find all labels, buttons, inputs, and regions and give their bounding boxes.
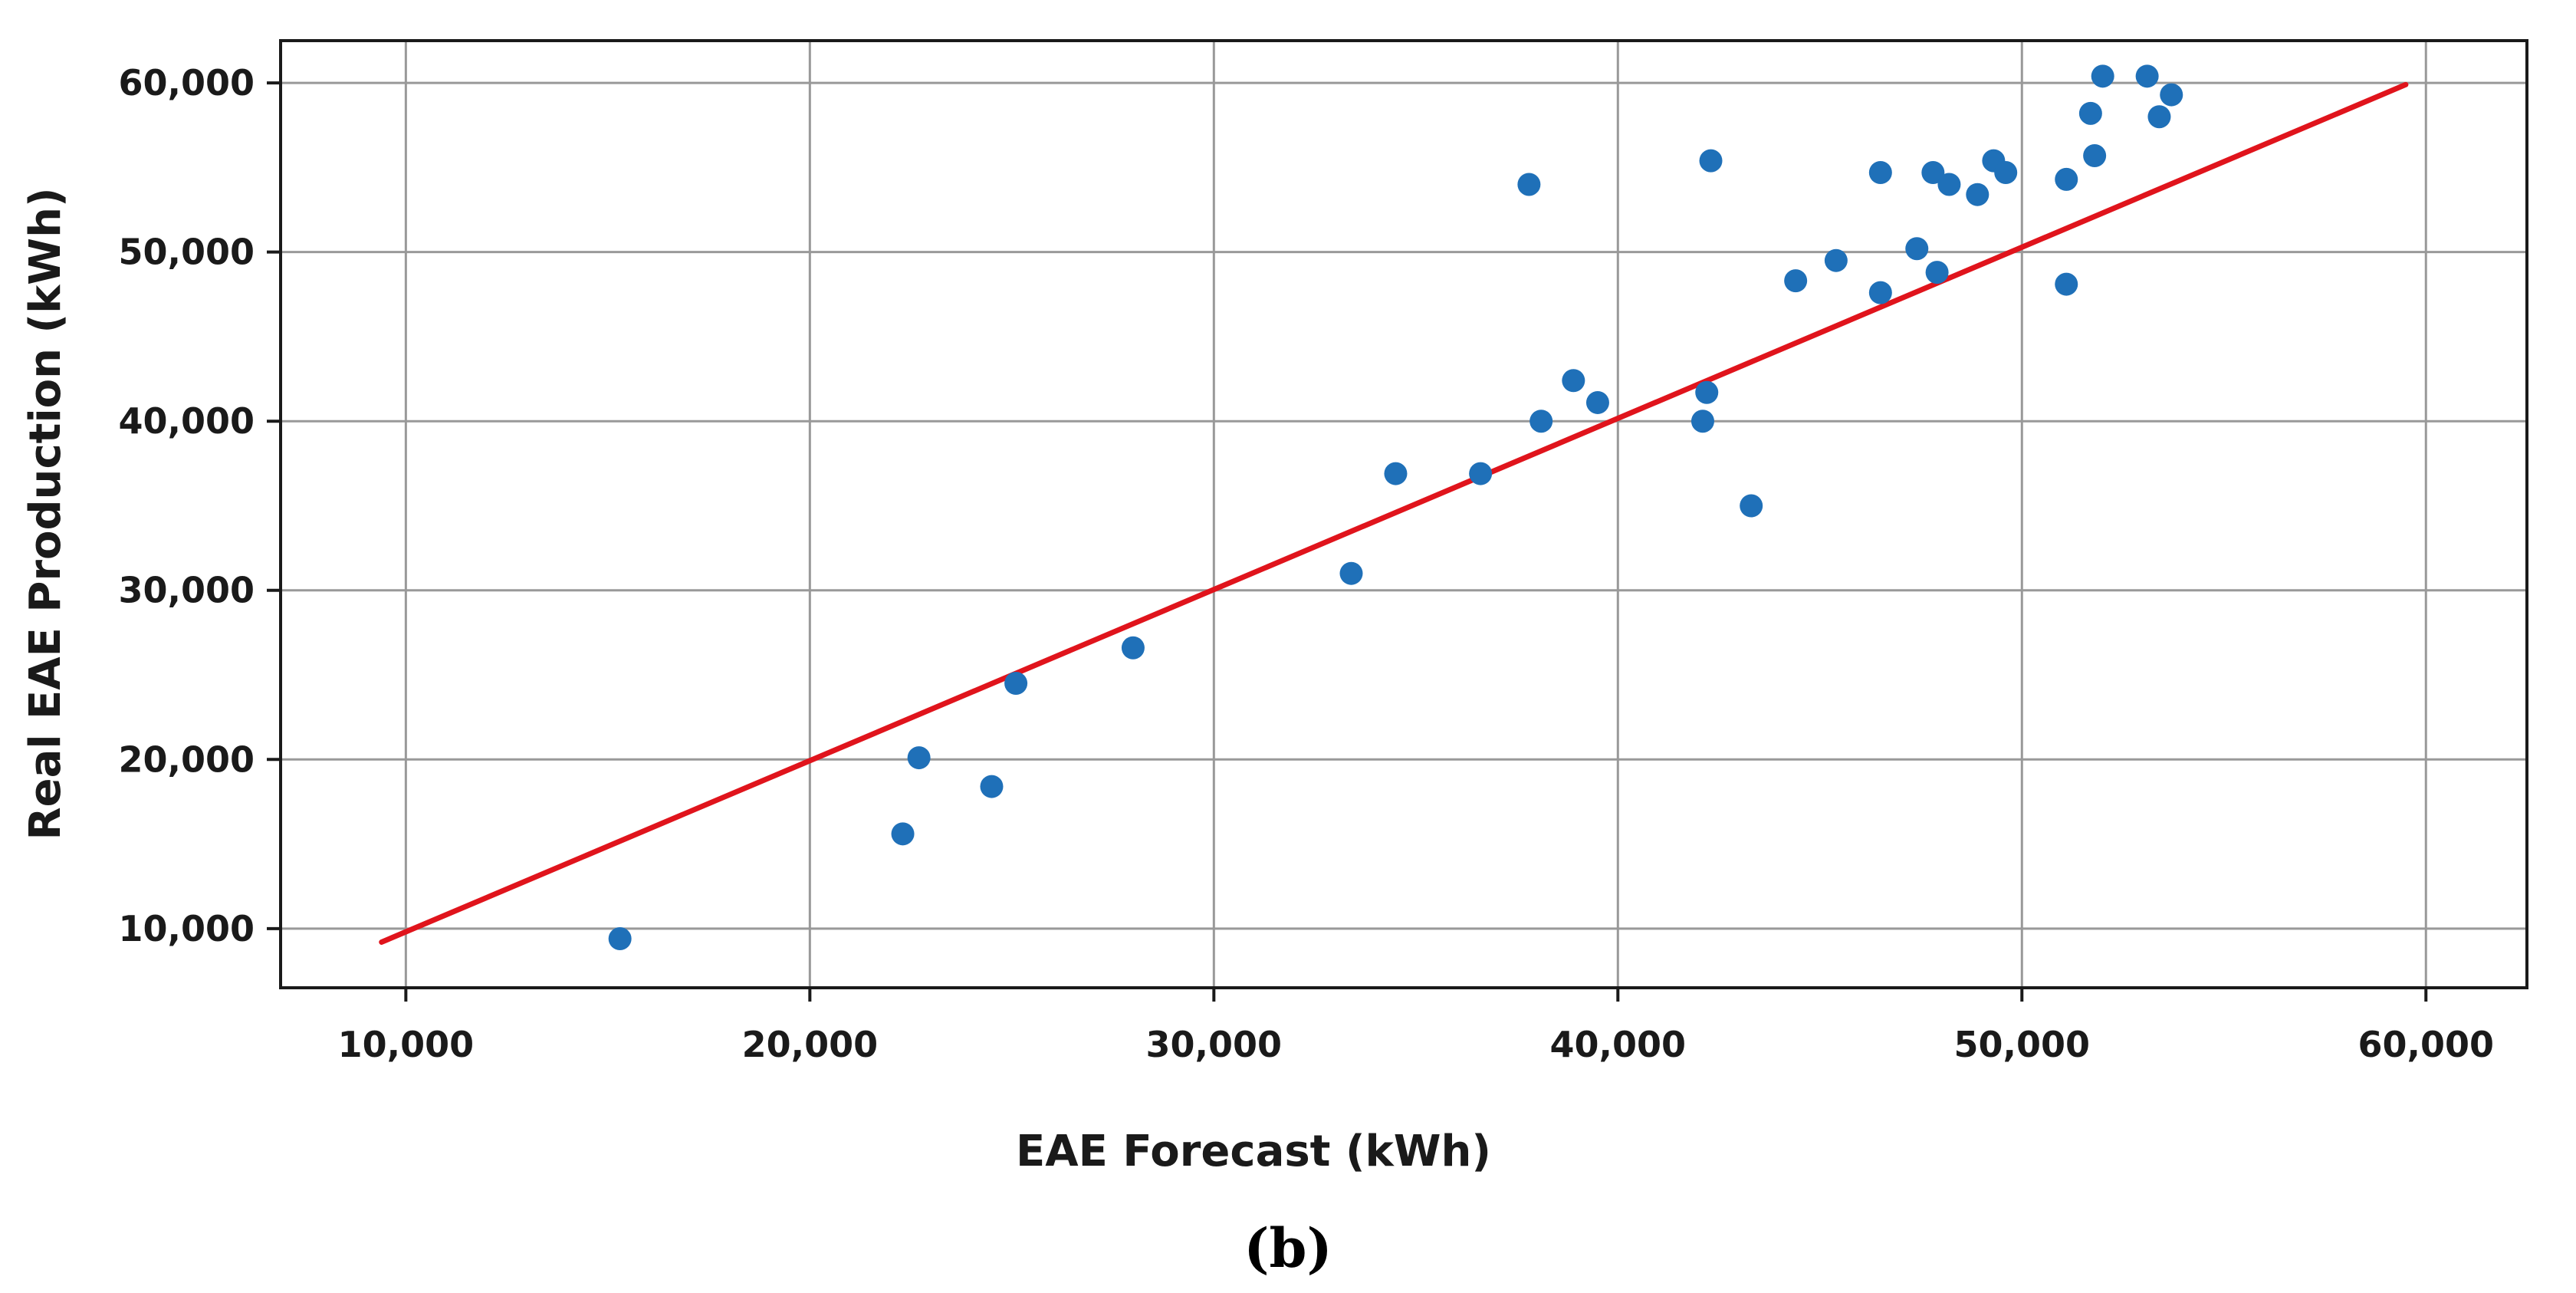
- fit-line-group: [379, 81, 2409, 945]
- scatter-point: [1784, 269, 1808, 293]
- y-tick-label: 60,000: [118, 62, 255, 104]
- y-axis-ticks: 10,000 20,000 30,000 40,000 50,000 60,000: [118, 62, 281, 949]
- scatter-point: [1925, 261, 1949, 285]
- scatter-point: [891, 822, 915, 846]
- scatter-point: [1994, 161, 2018, 185]
- grid-lines: [281, 41, 2527, 988]
- y-axis-title: Real EAE Production (kWh): [21, 187, 71, 840]
- y-tick-label: 40,000: [118, 400, 255, 442]
- scatter-point: [1905, 237, 1929, 261]
- plot-frame: [279, 39, 2528, 989]
- scatter-point: [1740, 494, 1763, 518]
- y-tick-label: 10,000: [118, 908, 255, 949]
- data-points: [608, 64, 2183, 951]
- scatter-point: [1921, 161, 1945, 185]
- scatter-point: [2135, 64, 2159, 88]
- fit-line: [379, 81, 2409, 945]
- x-tick-label: 50,000: [1954, 1024, 2091, 1065]
- scatter-point: [2091, 64, 2114, 88]
- scatter-point: [2160, 83, 2183, 107]
- scatter-point: [2147, 105, 2171, 129]
- scatter-point: [1562, 369, 1585, 393]
- x-tick-label: 60,000: [2358, 1024, 2494, 1065]
- x-tick-label: 40,000: [1550, 1024, 1687, 1065]
- scatter-point: [2083, 143, 2107, 167]
- x-tick-label: 10,000: [338, 1024, 475, 1065]
- scatter-point: [1699, 149, 1723, 173]
- y-tick-label: 50,000: [118, 232, 255, 273]
- scatter-point: [980, 775, 1004, 798]
- scatter-point: [1691, 410, 1714, 433]
- scatter-point: [1517, 173, 1541, 196]
- scatter-point: [1695, 380, 1719, 404]
- scatter-point: [1384, 462, 1408, 485]
- scatter-point: [2078, 101, 2102, 125]
- scatter-point: [907, 746, 931, 770]
- scatter-point: [1469, 462, 1493, 485]
- scatter-point: [1937, 173, 1961, 196]
- scatter-point: [1966, 183, 1990, 206]
- x-tick-label: 30,000: [1146, 1024, 1283, 1065]
- scatter-point: [2055, 167, 2078, 191]
- scatter-point: [2055, 272, 2078, 296]
- scatter-point: [1868, 161, 1892, 185]
- scatter-point: [1530, 410, 1553, 433]
- scatter-point: [1121, 636, 1145, 660]
- x-axis-title: EAE Forecast (kWh): [1016, 1127, 1491, 1176]
- scatter-point: [1339, 561, 1363, 585]
- scatter-point: [1585, 390, 1609, 414]
- x-tick-label: 20,000: [742, 1024, 879, 1065]
- scatter-point: [608, 927, 632, 951]
- x-axis-ticks: 10,000 20,000 30,000 40,000 50,000 60,000: [338, 988, 2494, 1065]
- figure-caption: (b): [1244, 1216, 1332, 1280]
- scatter-point: [1004, 672, 1028, 696]
- scatter-point: [1868, 281, 1892, 304]
- y-tick-label: 30,000: [118, 570, 255, 611]
- scatter-point: [1824, 248, 1848, 272]
- y-tick-label: 20,000: [118, 739, 255, 780]
